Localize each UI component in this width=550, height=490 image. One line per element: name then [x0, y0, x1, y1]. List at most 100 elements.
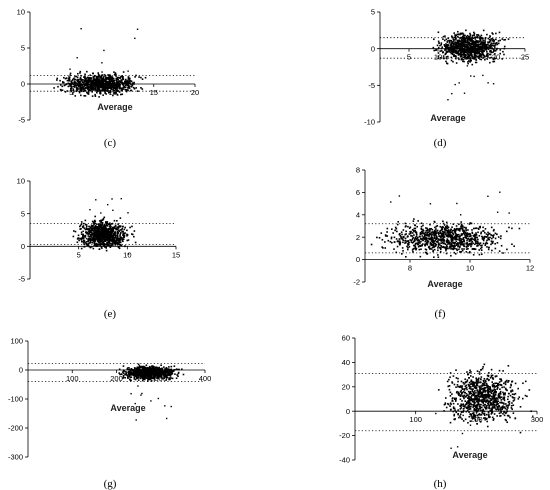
x-axis-label: Average: [110, 403, 145, 413]
data-point: [384, 234, 387, 236]
data-point: [80, 231, 83, 234]
data-point: [119, 93, 122, 96]
data-point: [487, 248, 490, 251]
data-point: [130, 376, 133, 378]
data-point: [462, 58, 465, 61]
outlier-point: [97, 81, 100, 83]
data-point: [163, 376, 166, 379]
data-point: [104, 227, 107, 230]
data-point: [455, 37, 457, 39]
data-point: [484, 48, 486, 51]
data-point: [465, 386, 468, 389]
data-point: [461, 51, 463, 53]
data-point: [399, 243, 401, 246]
data-point: [453, 407, 456, 410]
data-point: [437, 52, 440, 54]
data-point: [386, 235, 389, 237]
data-point: [471, 34, 474, 37]
data-point: [490, 42, 493, 45]
data-point: [494, 42, 496, 45]
data-point: [110, 84, 113, 86]
data-point: [109, 234, 111, 237]
panel-caption: (d): [434, 137, 447, 149]
data-point: [458, 47, 460, 50]
data-point: [91, 237, 94, 240]
data-point: [457, 44, 459, 46]
data-point: [103, 216, 106, 219]
data-point: [80, 78, 82, 80]
data-point: [101, 224, 103, 227]
data-point: [475, 43, 478, 46]
data-point: [417, 220, 419, 222]
data-point: [426, 230, 429, 232]
data-point: [489, 401, 492, 404]
outlier-point: [99, 222, 101, 225]
data-point: [98, 82, 101, 84]
data-point: [422, 224, 424, 227]
data-point: [456, 51, 458, 54]
x-tick-label: 25: [521, 53, 529, 62]
data-point: [113, 71, 115, 73]
data-point: [482, 239, 485, 242]
data-point: [423, 238, 426, 240]
data-point: [107, 74, 109, 76]
data-point: [401, 236, 403, 238]
data-point: [459, 45, 462, 48]
data-point: [102, 242, 104, 245]
data-point: [454, 49, 457, 52]
x-tick-label: 100: [66, 374, 79, 383]
data-point: [486, 425, 489, 428]
data-point: [450, 234, 452, 236]
data-point: [132, 369, 134, 371]
data-point: [155, 367, 157, 369]
data-point: [460, 49, 462, 52]
data-point: [431, 235, 433, 237]
data-point: [469, 222, 472, 224]
data-point: [448, 42, 451, 44]
data-point: [491, 241, 494, 244]
data-point: [413, 240, 416, 242]
outlier-point: [459, 214, 462, 216]
data-point: [97, 243, 99, 246]
data-point: [90, 89, 93, 91]
data-point: [484, 408, 487, 410]
data-point: [492, 236, 495, 239]
data-point: [99, 85, 102, 88]
data-point: [451, 235, 454, 238]
data-point: [85, 227, 88, 230]
data-point: [463, 231, 466, 233]
data-point: [477, 50, 479, 52]
data-point: [182, 373, 185, 376]
data-point: [490, 226, 493, 229]
data-point: [57, 85, 59, 88]
data-point: [503, 39, 505, 41]
data-point: [460, 45, 463, 48]
data-point: [492, 234, 495, 236]
data-point: [452, 40, 455, 42]
data-point: [475, 227, 478, 229]
data-point: [104, 86, 107, 88]
data-point: [153, 377, 156, 380]
data-point: [419, 233, 422, 235]
data-point: [457, 238, 459, 241]
data-point: [463, 239, 465, 241]
data-point: [478, 40, 481, 43]
data-point: [130, 368, 133, 370]
data-point: [472, 247, 474, 250]
data-point: [467, 229, 469, 231]
data-point: [412, 241, 415, 243]
data-point: [473, 52, 476, 54]
data-point: [455, 50, 457, 53]
data-point: [378, 237, 381, 239]
data-point: [98, 220, 101, 222]
data-point: [101, 231, 104, 234]
data-point: [461, 224, 463, 227]
data-point: [117, 226, 120, 228]
data-point: [480, 34, 483, 37]
data-point: [451, 35, 453, 38]
data-point: [464, 50, 467, 53]
data-point: [143, 375, 146, 378]
data-point: [430, 236, 433, 239]
data-point: [481, 244, 483, 247]
data-point: [413, 230, 415, 233]
